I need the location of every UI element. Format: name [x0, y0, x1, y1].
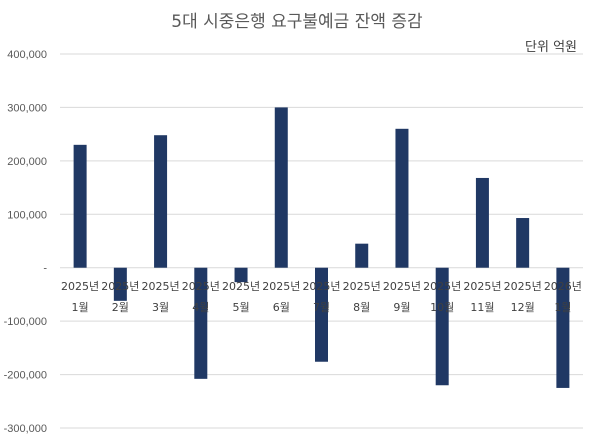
- x-category-month-label: 1월: [72, 301, 89, 314]
- y-tick-label: 100,000: [7, 209, 47, 221]
- bars: [73, 107, 570, 388]
- chart-title: 5대 시중은행 요구불예금 잔액 증감: [171, 12, 423, 32]
- x-category-year-label: 2025년: [182, 280, 220, 293]
- bar: [435, 267, 449, 386]
- bar: [154, 135, 168, 268]
- x-category-year-label: 2025년: [262, 280, 300, 293]
- bar: [194, 267, 208, 379]
- bar: [315, 267, 328, 362]
- x-category-year-label: 2025년: [222, 280, 260, 293]
- x-category-month-label: 11월: [470, 301, 494, 314]
- y-axis-tick-labels: 400,000 300,000 200,000 100,000 - -100,000 -20…: [4, 49, 48, 435]
- bar: [234, 267, 248, 283]
- x-category-month-label: 2월: [112, 301, 129, 314]
- y-tick-label: -: [43, 263, 47, 275]
- x-category-month-label: 4월: [192, 301, 209, 314]
- y-tick-label: -300,000: [4, 423, 47, 435]
- x-category-year-label: 2025년: [302, 280, 340, 293]
- y-tick-label: -100,000: [4, 316, 47, 328]
- bar: [556, 267, 570, 388]
- y-tick-label: 300,000: [7, 102, 47, 114]
- x-category-month-label: 9월: [393, 301, 410, 314]
- x-category-month-label: 7월: [313, 301, 330, 314]
- x-category-year-label: 2025년: [61, 280, 99, 293]
- bar: [395, 128, 409, 268]
- x-category-year-label: 2025년: [101, 280, 139, 293]
- x-category-month-label: 8월: [353, 301, 370, 314]
- x-category-year-label: 2026년: [544, 280, 582, 293]
- y-tick-label: 200,000: [7, 156, 47, 168]
- x-category-month-label: 5월: [232, 301, 249, 314]
- x-category-year-label: 2025년: [343, 280, 381, 293]
- x-category-month-label: 10월: [430, 301, 454, 314]
- x-category-month-label: 6월: [273, 301, 290, 314]
- x-category-year-label: 2025년: [142, 280, 180, 293]
- bar: [355, 243, 369, 268]
- x-category-year-label: 2025년: [504, 280, 542, 293]
- x-category-year-label: 2025년: [423, 280, 461, 293]
- gridlines: [60, 53, 583, 429]
- x-category-month-label: 12월: [511, 301, 535, 314]
- x-category-month-label: 3월: [152, 301, 169, 314]
- unit-label: 단위 억원: [525, 40, 577, 55]
- x-category-year-label: 2025년: [463, 280, 501, 293]
- bar: [274, 107, 288, 268]
- y-tick-label: 400,000: [7, 49, 47, 61]
- bar: [475, 177, 489, 268]
- bar: [73, 144, 87, 268]
- x-category-year-label: 2025년: [383, 280, 421, 293]
- x-axis-category-labels: 2025년 1월 2025년 2월 2025년 3월 2025년 4월 2025년 5월 2025년…: [61, 280, 582, 314]
- x-category-month-label: 1월: [554, 301, 571, 314]
- bar: [516, 218, 530, 268]
- bar: [113, 267, 127, 301]
- y-tick-label: -200,000: [4, 370, 47, 382]
